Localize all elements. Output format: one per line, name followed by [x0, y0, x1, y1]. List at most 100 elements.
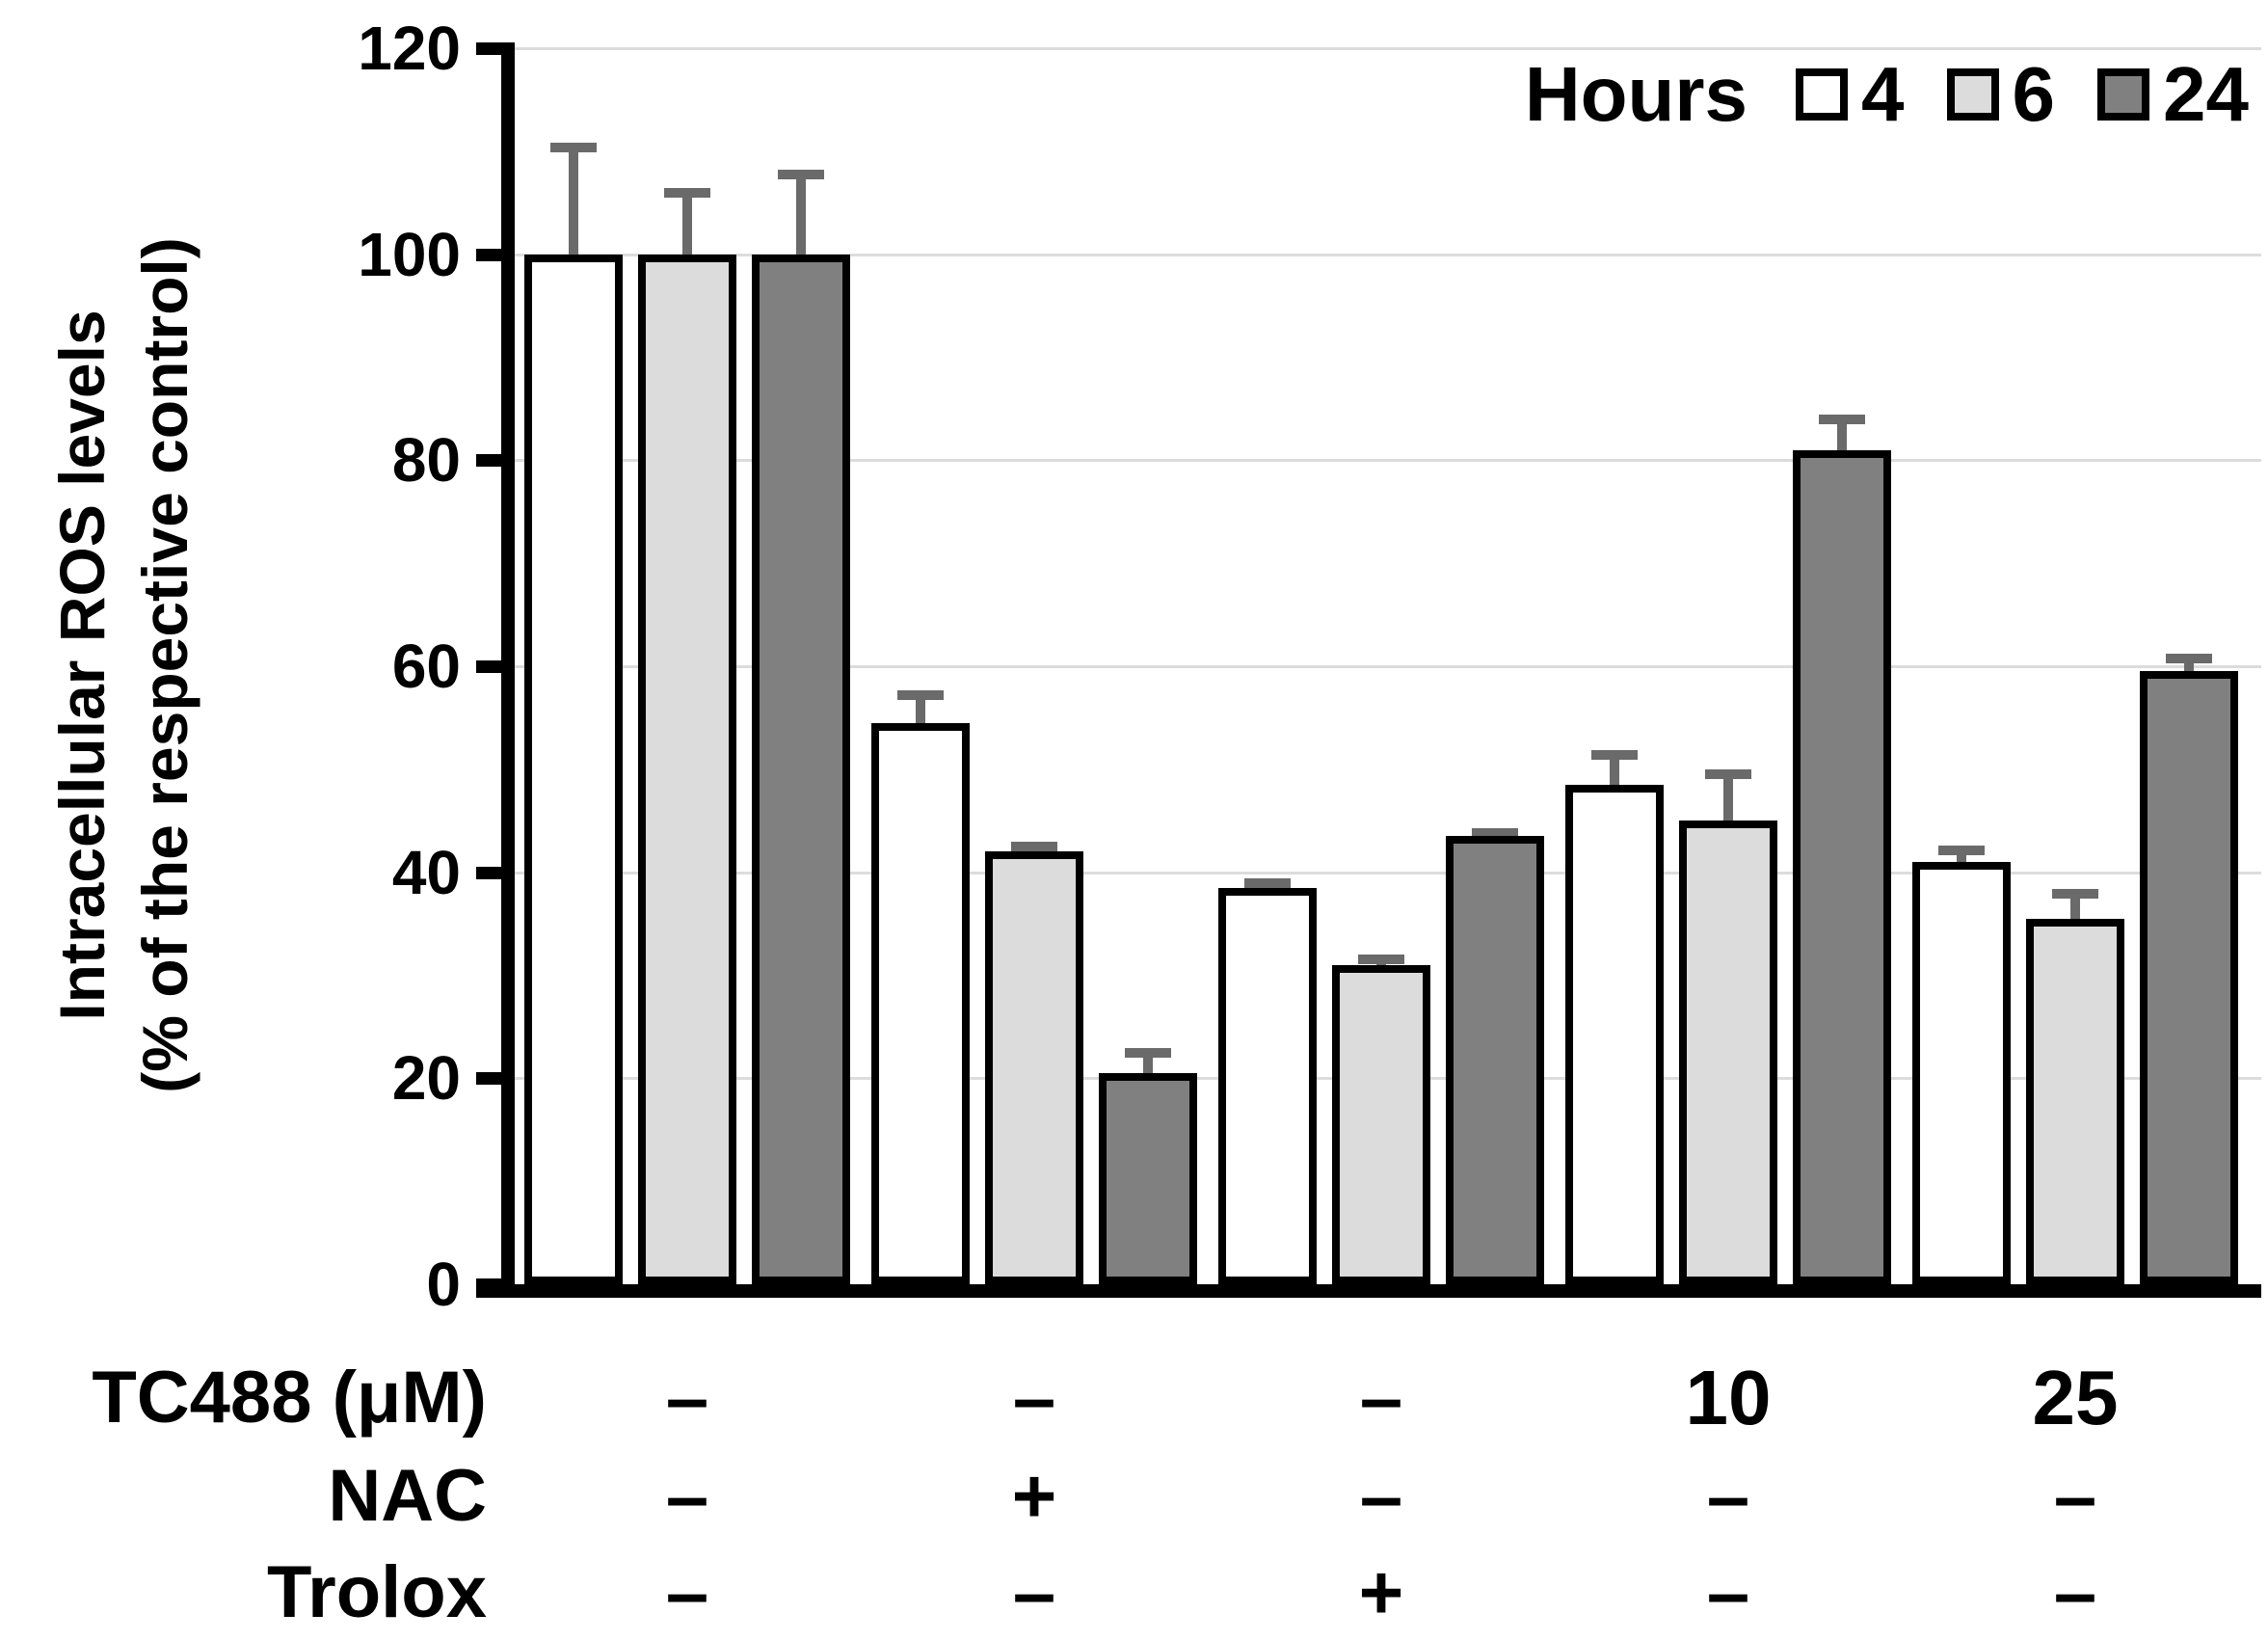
gridline-60 — [514, 665, 2261, 668]
legend-swatch-icon — [1796, 68, 1849, 121]
condition-cell-r1-g4: 10 — [1685, 1355, 1772, 1440]
gridline-100 — [514, 253, 2261, 256]
error-bar — [897, 689, 944, 723]
bar-fill — [871, 722, 970, 1284]
bar-24h-group-4 — [1793, 415, 1891, 1284]
condition-cell-r2-g1: – — [665, 1453, 709, 1539]
error-bar-cap — [1591, 749, 1638, 760]
bar-group-5 — [1902, 48, 2249, 1284]
condition-cell-r3-g1: – — [665, 1549, 709, 1635]
bar-6h-group-1 — [638, 188, 736, 1284]
condition-cell-r1-g3: – — [1359, 1355, 1403, 1440]
error-bar-stem — [1837, 415, 1847, 450]
error-bar-cap — [1472, 827, 1518, 838]
error-bar — [550, 143, 597, 255]
error-bar-cap — [1938, 845, 1985, 855]
condition-cell-r1-g2: – — [1012, 1355, 1056, 1440]
error-bar-cap — [2166, 654, 2212, 664]
bar-6h-group-3 — [1332, 955, 1430, 1284]
error-bar — [1938, 845, 1985, 862]
legend-items: 4 6 24 — [1796, 50, 2249, 139]
bar-4h-group-1 — [524, 143, 623, 1284]
condition-cell-r1-g5: 25 — [2032, 1355, 2119, 1440]
bar-fill — [2140, 671, 2238, 1284]
condition-cell-r3-g5: – — [2053, 1549, 2097, 1635]
condition-row-label-2: NAC — [328, 1455, 487, 1537]
condition-cell-r2-g3: – — [1359, 1453, 1403, 1539]
error-bar — [2166, 654, 2212, 672]
bar-fill — [1099, 1073, 1197, 1284]
bar-24h-group-3 — [1446, 827, 1544, 1284]
x-axis-line — [476, 1284, 2261, 1298]
error-bar-stem — [569, 143, 578, 255]
bar-group-3 — [1208, 48, 1555, 1284]
legend-item-6: 6 — [1946, 50, 2055, 139]
bar-6h-group-5 — [2026, 888, 2124, 1284]
bar-fill — [1565, 784, 1664, 1284]
error-bar-cap — [1011, 841, 1057, 851]
y-tick-label-100: 100 — [358, 219, 461, 289]
bar-group-4 — [1555, 48, 1902, 1284]
error-bar-cap — [2052, 888, 2098, 899]
error-bar — [1011, 841, 1057, 852]
bar-fill — [638, 254, 736, 1284]
bar-fill — [1446, 836, 1544, 1284]
y-tick-20 — [476, 1072, 515, 1086]
bar-24h-group-2 — [1099, 1048, 1197, 1284]
condition-cell-r3-g3: + — [1358, 1549, 1404, 1635]
y-tick-60 — [476, 660, 515, 673]
condition-cell-r1-g1: – — [665, 1355, 709, 1440]
error-bar-stem — [1610, 749, 1619, 785]
error-bar-stem — [1723, 768, 1733, 821]
bar-fill — [1332, 964, 1430, 1284]
bar-4h-group-5 — [1912, 845, 2011, 1284]
bar-fill — [524, 254, 623, 1284]
bar-group-1 — [514, 48, 861, 1284]
y-tick-label-80: 80 — [391, 425, 461, 496]
error-bar — [1705, 768, 1751, 821]
legend-swatch-icon — [2097, 68, 2150, 121]
error-bar-cap — [1125, 1048, 1171, 1059]
condition-cell-r3-g2: – — [1012, 1549, 1056, 1635]
error-bar-cap — [1358, 955, 1404, 965]
y-tick-label-40: 40 — [391, 837, 461, 907]
bar-fill — [1218, 887, 1317, 1284]
bar-fill — [752, 254, 850, 1284]
error-bar-stem — [796, 170, 806, 255]
bar-4h-group-2 — [871, 689, 970, 1284]
bar-fill — [1793, 449, 1891, 1284]
y-tick-label-20: 20 — [391, 1043, 461, 1114]
legend: Hours 4 6 24 — [1525, 50, 2249, 139]
condition-row-label-1: TC488 (μM) — [92, 1357, 487, 1439]
error-bar — [1472, 827, 1518, 838]
bar-fill — [985, 851, 1083, 1284]
error-bar-cap — [664, 188, 710, 199]
error-bar-stem — [682, 188, 692, 255]
error-bar-cap — [1819, 415, 1865, 425]
error-bar — [1125, 1048, 1171, 1073]
bar-6h-group-2 — [985, 841, 1083, 1284]
bar-24h-group-1 — [752, 170, 850, 1284]
bar-24h-group-5 — [2140, 654, 2238, 1284]
error-bar-cap — [550, 143, 597, 153]
bar-4h-group-4 — [1565, 749, 1664, 1284]
condition-cell-r3-g4: – — [1706, 1549, 1750, 1635]
condition-cell-r2-g5: – — [2053, 1453, 2097, 1539]
legend-label: 24 — [2163, 51, 2249, 137]
legend-item-4: 4 — [1796, 50, 1905, 139]
y-tick-label-0: 0 — [426, 1250, 461, 1319]
bar-4h-group-3 — [1218, 878, 1317, 1284]
error-bar — [1244, 878, 1291, 889]
bar-fill — [1679, 820, 1777, 1284]
error-bar — [2052, 888, 2098, 919]
condition-row-label-3: Trolox — [266, 1551, 487, 1633]
y-tick-100 — [476, 248, 515, 261]
error-bar — [664, 188, 710, 255]
condition-cell-r2-g4: – — [1706, 1453, 1750, 1539]
error-bar-stem — [2070, 888, 2080, 919]
y-tick-40 — [476, 866, 515, 879]
error-bar — [1358, 955, 1404, 965]
error-bar-stem — [1143, 1048, 1153, 1073]
y-tick-label-120: 120 — [358, 13, 461, 83]
